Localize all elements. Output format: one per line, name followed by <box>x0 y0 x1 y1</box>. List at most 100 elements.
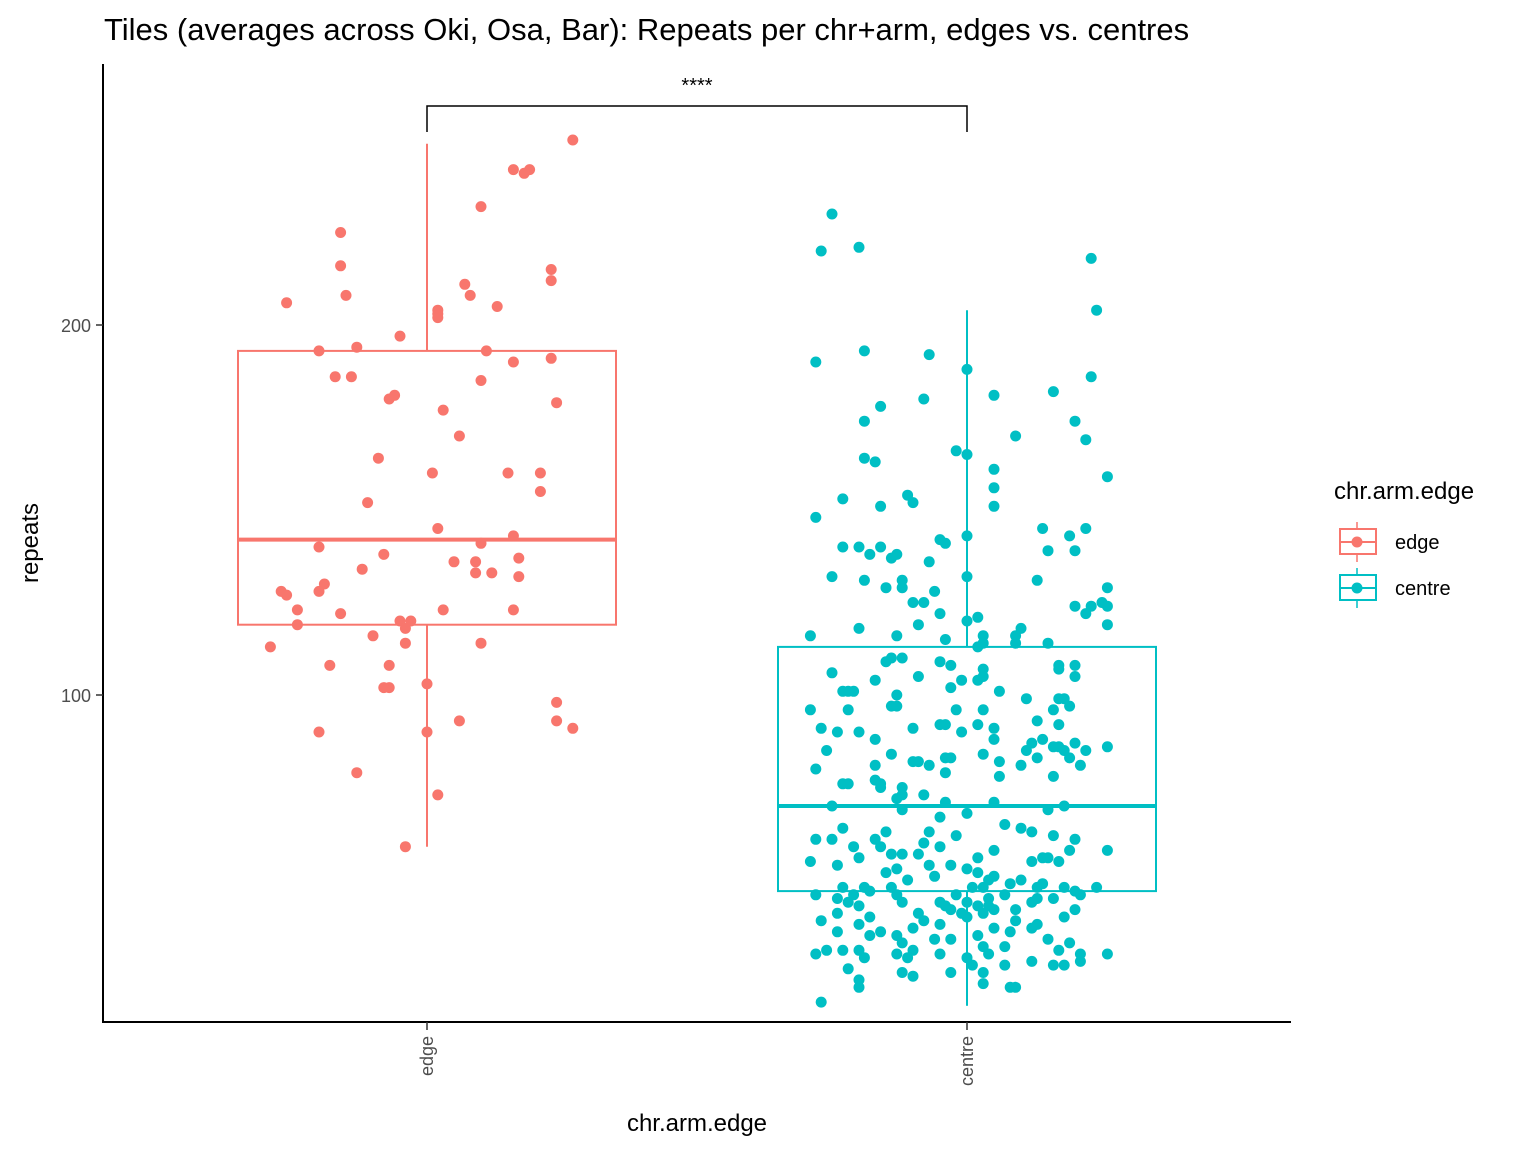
data-point-edge <box>507 356 519 368</box>
data-point-centre <box>1101 600 1113 612</box>
data-point-edge <box>475 637 487 649</box>
data-point-edge <box>475 537 487 549</box>
data-point-centre <box>875 500 887 512</box>
data-point-edge <box>475 375 487 386</box>
data-point-centre <box>826 833 838 845</box>
x-axis-ticks: edge centre <box>417 1022 977 1086</box>
data-point-centre <box>1015 874 1027 886</box>
data-point-centre <box>1069 415 1081 427</box>
data-point-centre <box>923 349 935 361</box>
data-point-edge <box>394 330 406 342</box>
data-point-centre <box>934 896 946 908</box>
data-point-centre <box>988 796 1000 808</box>
data-point-centre <box>945 967 957 978</box>
data-point-centre <box>853 726 865 738</box>
box-iqr-centre <box>777 645 1157 893</box>
data-point-centre <box>1080 434 1092 446</box>
data-point-centre <box>815 245 827 257</box>
data-point-centre <box>950 830 962 842</box>
data-point-edge <box>378 548 390 560</box>
data-point-edge <box>335 260 347 272</box>
data-point-centre <box>1058 881 1070 893</box>
data-point-centre <box>939 537 951 549</box>
data-point-centre <box>988 922 1000 934</box>
data-point-centre <box>896 804 908 816</box>
data-point-centre <box>912 848 924 860</box>
data-point-edge <box>378 682 390 694</box>
data-point-centre <box>956 674 968 686</box>
y-axis-title: repeats <box>17 503 44 583</box>
data-point-centre <box>853 241 865 253</box>
data-point-centre <box>853 622 865 634</box>
data-point-centre <box>864 548 876 560</box>
data-point-centre <box>907 722 919 734</box>
data-point-centre <box>977 907 989 919</box>
data-point-centre <box>977 978 989 990</box>
data-point-centre <box>875 400 887 412</box>
data-point-centre <box>1047 959 1059 971</box>
data-point-centre <box>999 889 1011 901</box>
data-point-centre <box>988 463 1000 475</box>
data-point-centre <box>918 789 930 801</box>
data-point-centre <box>1015 759 1027 771</box>
data-point-centre <box>837 881 849 893</box>
data-point-centre <box>1047 770 1059 782</box>
data-point-edge <box>432 789 444 801</box>
data-point-edge <box>507 604 519 616</box>
data-point-centre <box>880 826 892 838</box>
data-point-centre <box>934 918 946 930</box>
data-point-centre <box>1026 922 1038 934</box>
data-point-centre <box>972 852 984 864</box>
data-point-centre <box>885 552 897 564</box>
data-point-centre <box>853 541 865 553</box>
data-point-centre <box>1069 833 1081 845</box>
data-point-centre <box>988 904 1000 916</box>
data-point-centre <box>966 881 978 893</box>
data-point-centre <box>1026 826 1038 838</box>
data-point-centre <box>1015 822 1027 834</box>
data-point-centre <box>983 948 995 960</box>
data-point-centre <box>923 826 935 838</box>
data-point-centre <box>945 933 957 945</box>
data-point-centre <box>891 863 903 875</box>
data-point-centre <box>988 844 1000 856</box>
y-tick-label: 100 <box>61 686 91 706</box>
data-point-edge <box>313 541 325 553</box>
data-point-centre <box>999 819 1011 830</box>
data-point-centre <box>972 719 984 731</box>
data-point-centre <box>1069 671 1081 682</box>
data-point-edge <box>448 556 460 568</box>
significance-label: **** <box>681 75 712 97</box>
data-point-centre <box>902 874 914 886</box>
data-point-centre <box>1053 663 1065 675</box>
data-point-centre <box>1053 719 1065 731</box>
data-point-centre <box>842 896 854 908</box>
data-point-centre <box>896 896 908 908</box>
data-point-centre <box>999 959 1011 971</box>
data-point-edge <box>567 134 579 146</box>
data-point-centre <box>961 449 973 460</box>
data-point-centre <box>1101 471 1113 483</box>
data-point-centre <box>858 452 870 464</box>
data-point-centre <box>885 848 897 860</box>
data-point-edge <box>340 289 352 301</box>
data-point-centre <box>880 582 892 594</box>
data-point-centre <box>934 656 946 668</box>
data-point-centre <box>1069 600 1081 612</box>
data-point-centre <box>848 841 860 853</box>
data-point-centre <box>815 915 827 927</box>
data-point-centre <box>1064 530 1076 542</box>
data-point-centre <box>961 615 973 627</box>
data-point-centre <box>961 571 973 583</box>
data-point-centre <box>858 574 870 586</box>
data-point-centre <box>977 748 989 760</box>
data-point-edge <box>513 552 525 564</box>
data-point-centre <box>810 833 822 845</box>
data-point-centre <box>837 541 849 553</box>
legend-item-edge: edge <box>1339 522 1440 562</box>
data-point-edge <box>421 678 433 690</box>
data-point-centre <box>837 944 849 956</box>
data-point-centre <box>923 759 935 771</box>
legend-title: chr.arm.edge <box>1334 478 1474 505</box>
data-point-centre <box>1053 856 1065 867</box>
